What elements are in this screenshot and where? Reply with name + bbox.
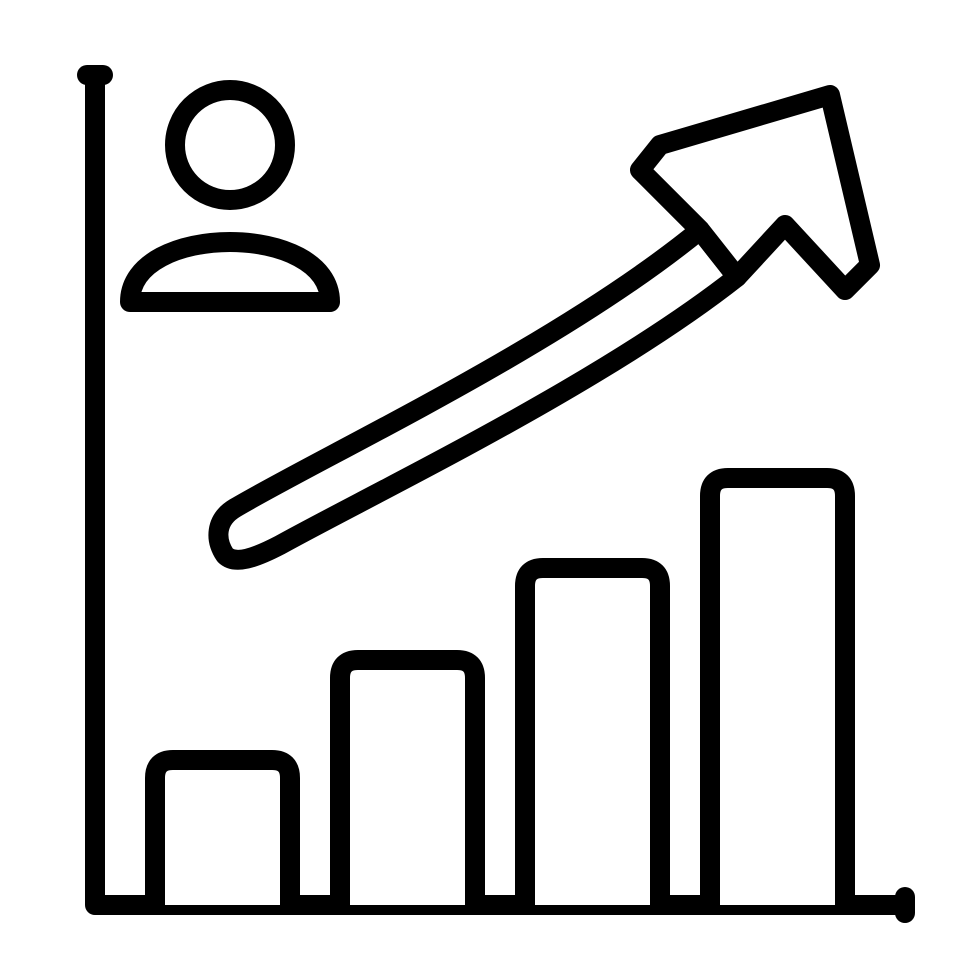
person-head-icon <box>175 90 285 200</box>
bar-4 <box>710 478 845 905</box>
user-growth-chart-icon <box>0 0 980 980</box>
bar-3 <box>525 568 660 905</box>
bar-2 <box>340 660 475 905</box>
person-body-icon <box>130 242 330 302</box>
bar-1 <box>155 760 290 905</box>
